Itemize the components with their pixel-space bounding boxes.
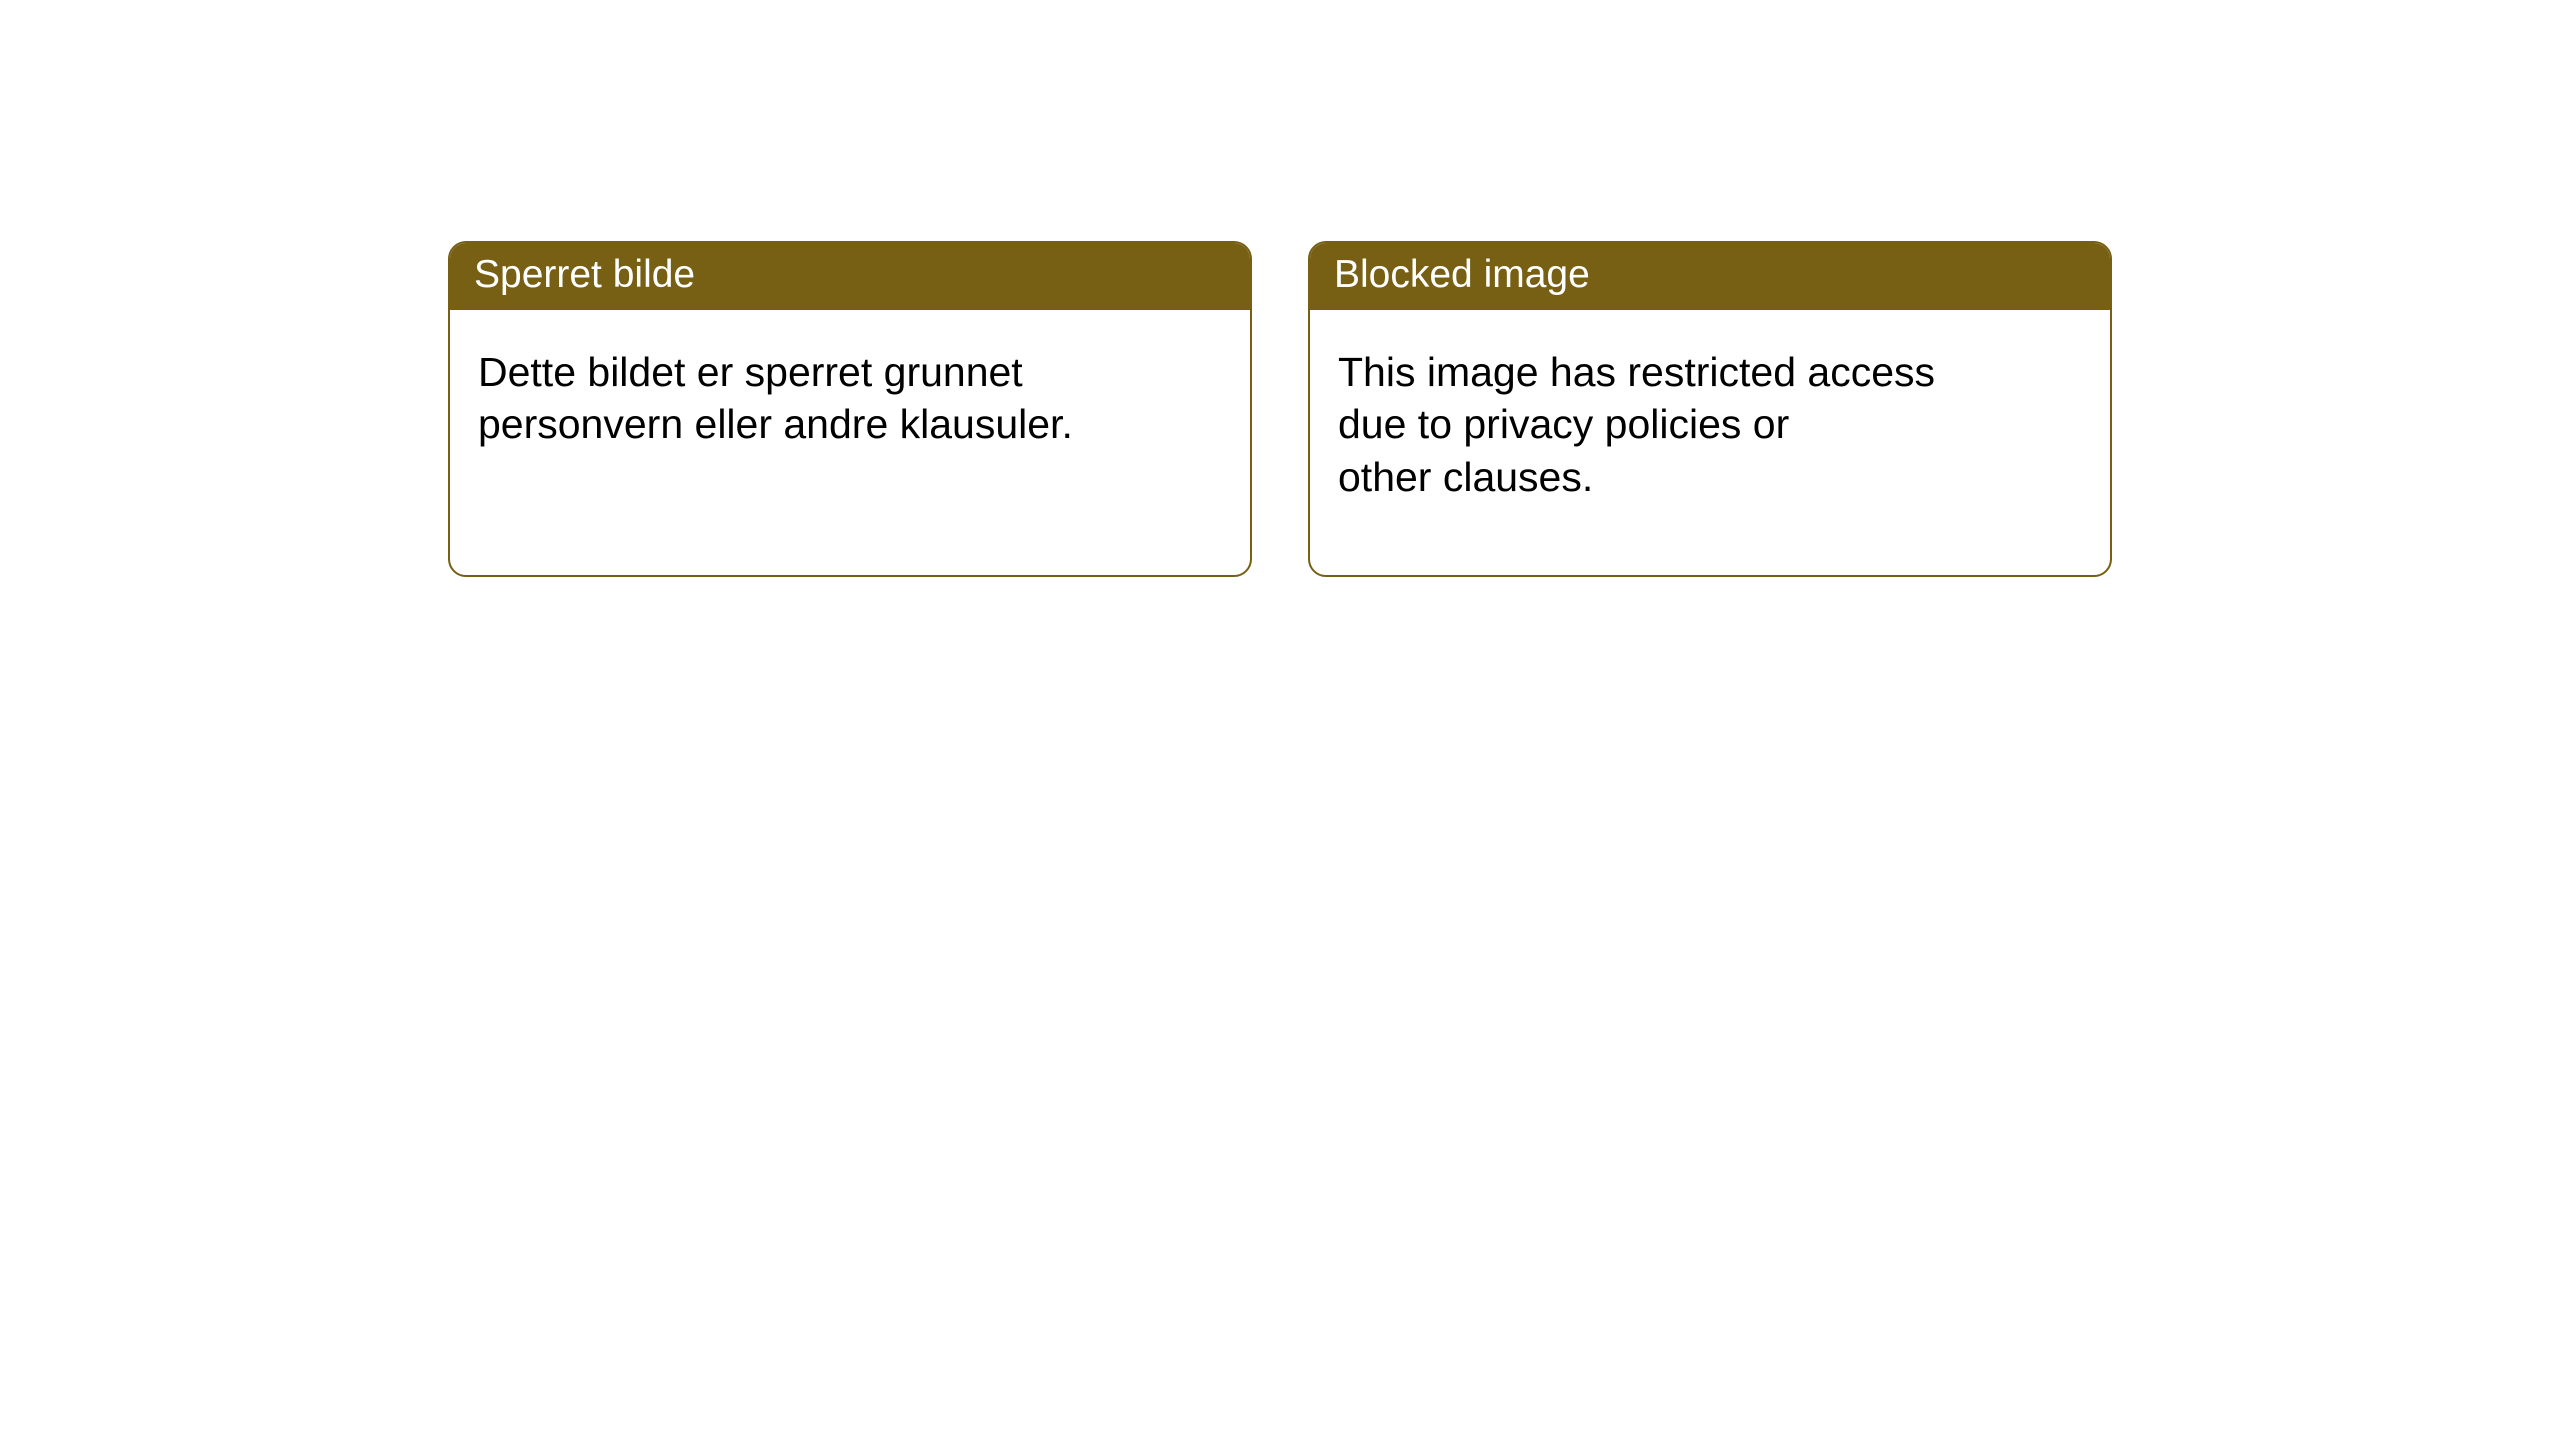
notice-header: Sperret bilde xyxy=(450,243,1250,310)
notice-card-english: Blocked image This image has restricted … xyxy=(1308,241,2112,577)
notice-header: Blocked image xyxy=(1310,243,2110,310)
notice-card-norwegian: Sperret bilde Dette bildet er sperret gr… xyxy=(448,241,1252,577)
notice-body: This image has restricted access due to … xyxy=(1310,310,2030,539)
notice-container: Sperret bilde Dette bildet er sperret gr… xyxy=(0,0,2560,577)
notice-body: Dette bildet er sperret grunnet personve… xyxy=(450,310,1170,487)
